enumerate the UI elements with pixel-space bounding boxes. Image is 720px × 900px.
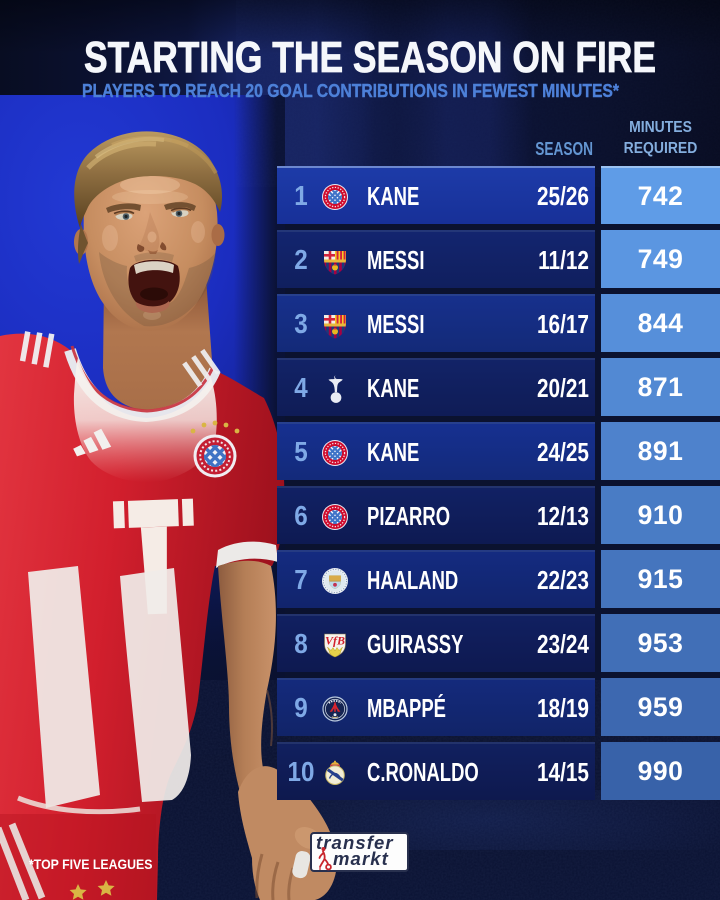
svg-text:VfB: VfB <box>325 634 345 648</box>
